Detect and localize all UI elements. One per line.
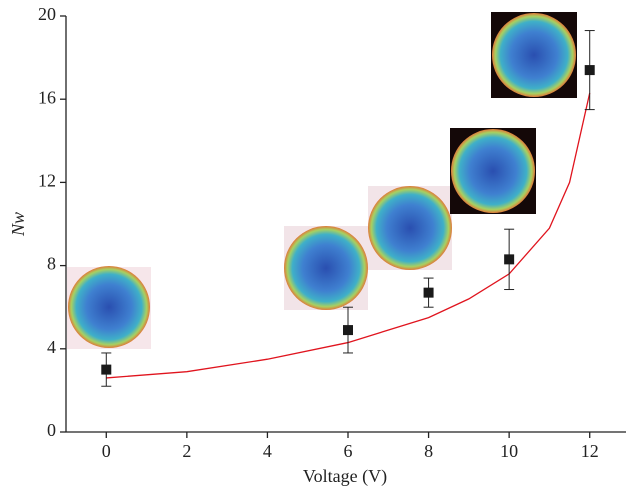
x-axis-label: Voltage (V) [303, 466, 387, 487]
x-tick-label: 10 [500, 441, 518, 461]
x-tick-label: 8 [424, 441, 433, 461]
fit-curve [106, 92, 591, 379]
y-tick-label: 8 [47, 254, 56, 274]
x-tick-label: 6 [344, 441, 353, 461]
data-point [423, 287, 434, 298]
data-point [101, 364, 112, 375]
y-tick-label: 16 [38, 87, 56, 107]
y-axis-label: Nw [8, 212, 28, 237]
inset-image [284, 226, 368, 310]
x-tick-label: 4 [263, 441, 272, 461]
inset-image [492, 13, 576, 97]
inset-images [67, 12, 577, 349]
data-point [584, 65, 595, 76]
y-tick-label: 12 [38, 171, 56, 191]
x-tick-label: 2 [182, 441, 191, 461]
y-tick-label: 20 [38, 4, 56, 24]
x-tick-label: 0 [102, 441, 111, 461]
y-tick-label: 0 [47, 420, 56, 440]
inset-image [68, 266, 150, 348]
data-point [504, 254, 515, 265]
inset-image [451, 129, 535, 213]
inset-image [368, 186, 452, 270]
y-tick-label: 4 [47, 337, 56, 357]
data-point [343, 325, 353, 336]
x-tick-label: 12 [581, 441, 599, 461]
